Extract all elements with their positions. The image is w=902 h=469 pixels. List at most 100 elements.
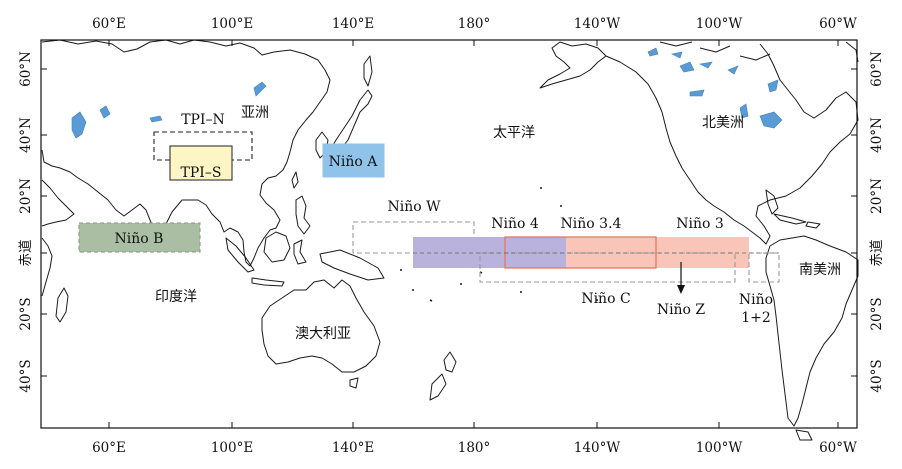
nino-12-label-line1: Niño bbox=[739, 292, 773, 308]
indian-ocean-label: 印度洋 bbox=[155, 289, 197, 305]
lon-label-top-3: 140°E bbox=[332, 16, 374, 32]
greenland-edge bbox=[845, 41, 859, 63]
arabia-coast bbox=[41, 179, 75, 227]
new-guinea bbox=[319, 249, 385, 281]
geo-labels: 亚洲 太平洋 北美洲 南美洲 印度洋 澳大利亚 bbox=[155, 105, 841, 342]
lakes bbox=[71, 47, 783, 139]
arctic-lakes bbox=[647, 47, 739, 75]
eurasia-coast bbox=[41, 39, 331, 267]
new-zealand-south bbox=[429, 373, 447, 401]
nino-34-label: Niño 3.4 bbox=[561, 216, 622, 232]
balkhash-lake bbox=[149, 115, 163, 123]
lat-label-right-2: 40°N bbox=[869, 117, 885, 153]
lon-labels-bottom: 60°E 100°E 140°E 180° 140°W 100°W 60°W bbox=[92, 440, 857, 456]
arctic-islands bbox=[659, 41, 771, 61]
lon-label-top-4: 180° bbox=[458, 16, 491, 32]
nino-12-box bbox=[748, 252, 780, 283]
region-labels: TPI–N TPI–S Niño A Niño B Niño W Niño 4 … bbox=[115, 112, 774, 326]
pacific-islands bbox=[400, 187, 598, 302]
lat-label-left-6: 40°S bbox=[18, 359, 34, 392]
sakhalin bbox=[363, 55, 373, 87]
tasmania bbox=[349, 377, 359, 389]
lon-label-bottom-6: 100°W bbox=[696, 440, 743, 456]
great-lakes bbox=[759, 111, 783, 129]
map-frame bbox=[40, 39, 858, 429]
borneo bbox=[263, 231, 291, 263]
lon-labels-top: 60°E 100°E 140°E 180° 140°W 100°W 60°W bbox=[92, 16, 857, 32]
aral-sea bbox=[99, 105, 111, 119]
lat-label-right-3: 20°N bbox=[869, 178, 885, 214]
baikal-lake bbox=[253, 81, 267, 97]
lat-labels-left: 60°N 40°N 20°N 赤道 20°S 40°S bbox=[18, 51, 34, 393]
tpi-n-box bbox=[153, 131, 253, 161]
nino-a-box bbox=[322, 143, 385, 178]
africa-east-coast bbox=[41, 237, 53, 297]
nino-3-label: Niño 3 bbox=[676, 216, 724, 232]
lon-label-top-2: 100°E bbox=[211, 16, 253, 32]
nino-4-label: Niño 4 bbox=[491, 216, 539, 232]
north-america-coast bbox=[605, 43, 859, 245]
lat-label-right-1: 60°N bbox=[869, 51, 885, 87]
nino-z-arrow-head bbox=[677, 285, 685, 294]
lon-label-top-7: 60°W bbox=[819, 16, 857, 32]
lat-label-right-5: 20°S bbox=[869, 297, 885, 330]
hispaniola bbox=[805, 221, 821, 229]
tpi-s-box bbox=[169, 145, 233, 181]
lat-label-right-6: 40°S bbox=[869, 359, 885, 392]
nino-w-label: Niño W bbox=[387, 199, 441, 215]
taiwan bbox=[291, 171, 299, 189]
philippines bbox=[295, 195, 311, 235]
great-slave-lake bbox=[689, 89, 705, 97]
tpi-n-label: TPI–N bbox=[181, 112, 225, 128]
nino-b-label: Niño B bbox=[115, 231, 164, 247]
lat-label-left-4: 赤道 bbox=[18, 240, 34, 267]
lat-label-left-2: 40°N bbox=[18, 117, 34, 153]
lon-label-top-5: 140°W bbox=[574, 16, 621, 32]
australia-label: 澳大利亚 bbox=[295, 326, 351, 342]
nino-a-label: Niño A bbox=[329, 154, 379, 170]
sumatra bbox=[225, 237, 255, 273]
java bbox=[251, 277, 285, 287]
north-america-label: 北美洲 bbox=[702, 115, 744, 131]
cuba bbox=[773, 213, 807, 225]
sulawesi bbox=[293, 239, 307, 265]
lon-label-bottom-3: 140°E bbox=[332, 440, 374, 456]
nino-c-box bbox=[479, 252, 736, 283]
south-america-coast bbox=[765, 235, 859, 427]
pacific-label: 太平洋 bbox=[493, 125, 535, 141]
hudson-bay-edge bbox=[767, 79, 779, 93]
lat-label-left-1: 60°N bbox=[18, 51, 34, 87]
coastlines bbox=[41, 39, 859, 441]
lon-label-bottom-5: 140°W bbox=[574, 440, 621, 456]
alaska-coast bbox=[539, 41, 607, 89]
lon-ticks bbox=[108, 40, 839, 428]
great-bear-lake bbox=[679, 61, 695, 73]
australia-coast bbox=[261, 279, 381, 373]
lat-label-right-4: 赤道 bbox=[869, 240, 885, 267]
asia-label: 亚洲 bbox=[241, 105, 269, 121]
nino-b-box bbox=[78, 222, 201, 253]
lat-label-left-5: 20°S bbox=[18, 297, 34, 330]
lon-label-bottom-4: 180° bbox=[458, 440, 491, 456]
lon-label-top-1: 60°E bbox=[92, 16, 126, 32]
lat-label-left-3: 20°N bbox=[18, 178, 34, 214]
lat-ticks bbox=[41, 68, 857, 377]
lon-label-bottom-1: 60°E bbox=[92, 440, 126, 456]
japan bbox=[329, 89, 373, 161]
nino-z-label: Niño Z bbox=[657, 302, 706, 318]
lon-label-bottom-7: 60°W bbox=[819, 440, 857, 456]
nino-c-label: Niño C bbox=[581, 291, 630, 307]
lat-labels-right: 60°N 40°N 20°N 赤道 20°S 40°S bbox=[869, 51, 885, 393]
lon-label-bottom-2: 100°E bbox=[211, 440, 253, 456]
madagascar bbox=[55, 287, 69, 323]
lon-label-top-6: 100°W bbox=[696, 16, 743, 32]
nino-12-label-line2: 1+2 bbox=[741, 310, 771, 326]
index-regions bbox=[78, 131, 780, 294]
new-zealand-north bbox=[443, 351, 457, 373]
caspian-sea bbox=[71, 111, 87, 139]
tierra-del-fuego bbox=[795, 429, 813, 441]
lake-winnipeg bbox=[739, 103, 749, 119]
south-america-label: 南美洲 bbox=[799, 262, 841, 278]
